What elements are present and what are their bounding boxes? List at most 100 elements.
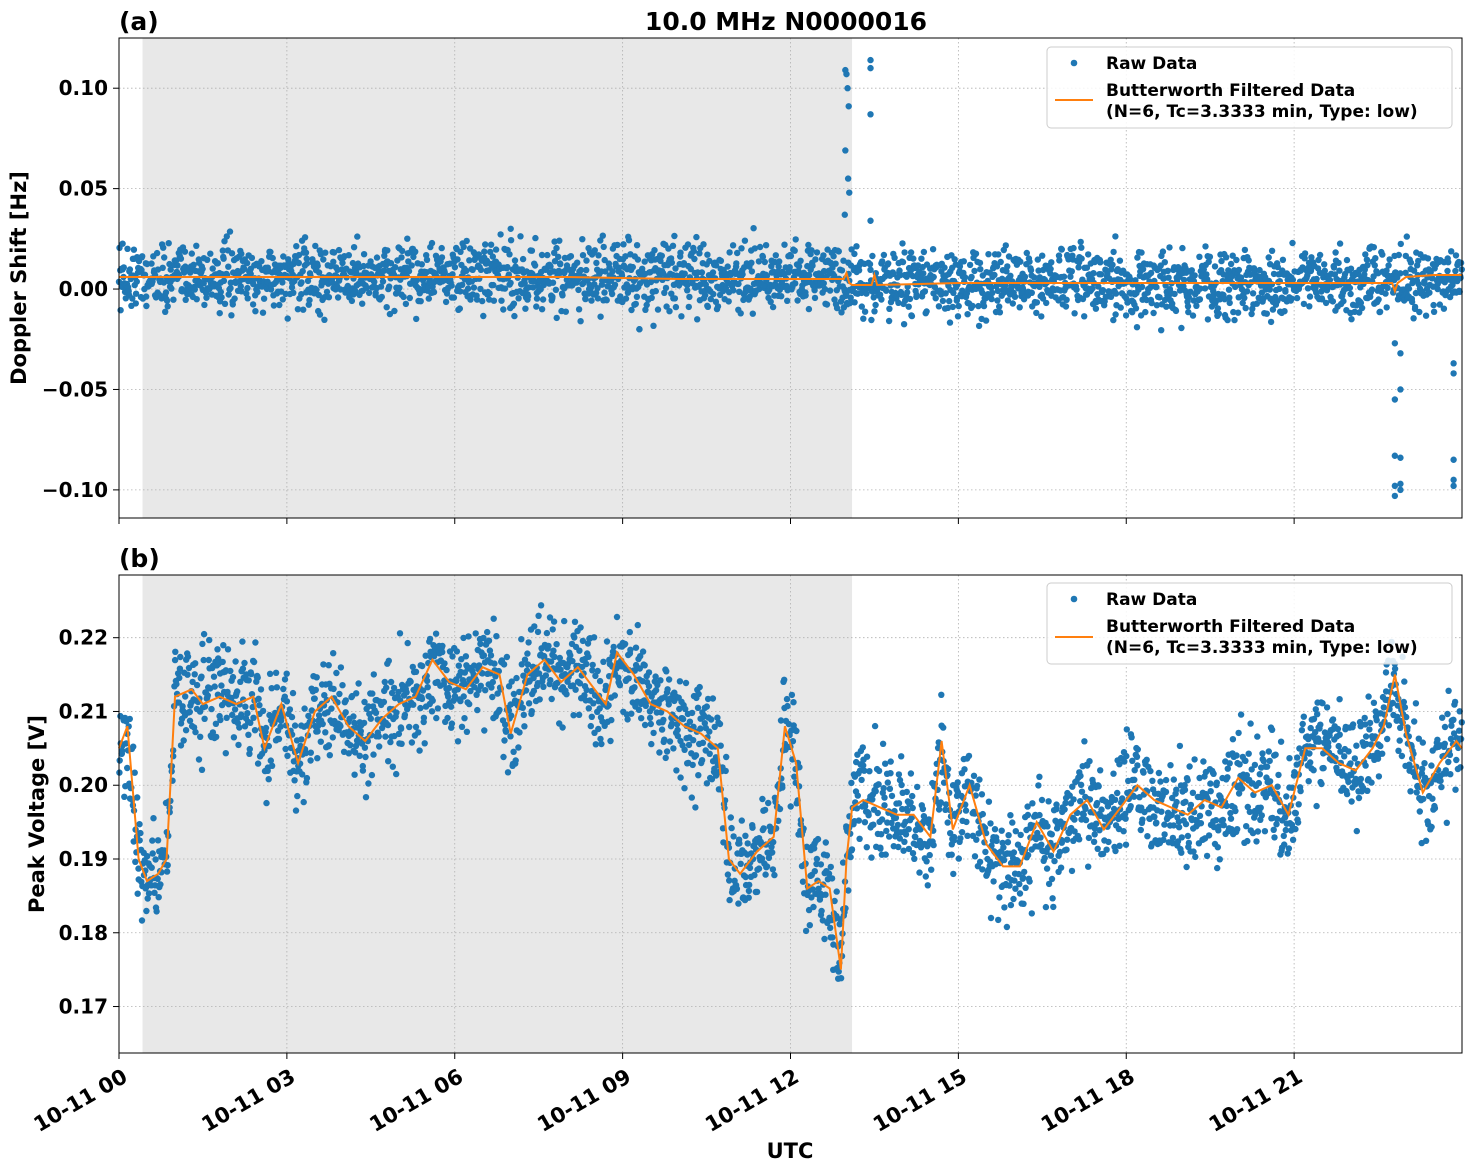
- panel-a-raw-point: [181, 248, 189, 255]
- panel-b-raw-point: [393, 709, 400, 716]
- panel-b-raw-point: [1288, 821, 1296, 828]
- panel-a-raw-point: [562, 308, 569, 315]
- panel-a-raw-point: [1434, 280, 1442, 288]
- panel-b-raw-point: [1048, 831, 1056, 838]
- panel-a-raw-point: [532, 234, 539, 242]
- panel-b-raw-point: [1173, 798, 1180, 806]
- panel-b-raw-point: [214, 646, 221, 653]
- panel-b-raw-point: [596, 705, 603, 712]
- panel-b-raw-point: [1169, 834, 1177, 842]
- panel-a-raw-point: [809, 262, 816, 269]
- panel-b-raw-point: [901, 838, 908, 845]
- panel-a-raw-point: [1110, 248, 1117, 256]
- panel-a-raw-point: [428, 239, 436, 247]
- panel-b-raw-point: [787, 803, 794, 810]
- panel-b-raw-point: [1160, 836, 1167, 844]
- panel-a-raw-point: [891, 254, 898, 261]
- panel-b-raw-point: [288, 713, 296, 721]
- panel-b-raw-point: [663, 748, 671, 755]
- panel-b-raw-point: [789, 738, 797, 745]
- panel-b-raw-point: [239, 665, 247, 672]
- panel-b-raw-point: [895, 800, 903, 807]
- panel-a-raw-point: [885, 260, 892, 267]
- panel-a-raw-point: [995, 251, 1002, 258]
- panel-a-outlier-point-27: [507, 225, 514, 232]
- panel-a-raw-point: [479, 297, 486, 305]
- panel-a-raw-point: [687, 265, 694, 273]
- panel-b-raw-point: [485, 637, 493, 644]
- panel-a-raw-point: [457, 248, 464, 255]
- panel-a-raw-point: [577, 318, 584, 325]
- panel-b-raw-point: [1085, 834, 1093, 842]
- panel-a-raw-point: [163, 297, 171, 304]
- panel-b-raw-point: [877, 845, 884, 852]
- panel-a-raw-point: [1340, 297, 1347, 305]
- panel-b-raw-point: [1158, 808, 1165, 815]
- panel-b-raw-point: [1248, 766, 1255, 773]
- panel-b-raw-point: [973, 836, 980, 843]
- panel-b-raw-point: [763, 863, 771, 870]
- panel-a-raw-point: [1288, 295, 1295, 302]
- panel-b-raw-point: [822, 891, 829, 898]
- panel-b-raw-point: [904, 807, 911, 815]
- panel-a-raw-point: [498, 297, 505, 304]
- panel-b-raw-point: [965, 752, 973, 760]
- panel-a-raw-point: [895, 299, 902, 306]
- panel-b-raw-point: [300, 798, 307, 806]
- panel-b-raw-point: [416, 747, 423, 754]
- panel-b-raw-point: [1037, 834, 1044, 841]
- panel-b-raw-point: [132, 858, 139, 865]
- panel-a-raw-point: [835, 248, 842, 255]
- panel-b-raw-point: [645, 689, 652, 696]
- panel-a-raw-point: [487, 248, 494, 256]
- panel-a-raw-point: [1097, 271, 1105, 278]
- panel-b-raw-point: [462, 653, 470, 660]
- panel-a-raw-point: [677, 249, 684, 256]
- panel-a-raw-point: [684, 282, 691, 289]
- panel-b-raw-point: [251, 727, 259, 734]
- panel-b-raw-point: [768, 843, 775, 851]
- panel-b-raw-point: [903, 788, 910, 796]
- panel-a-raw-point: [768, 263, 775, 270]
- panel-b-raw-point: [433, 714, 440, 722]
- panel-a-raw-point: [1142, 308, 1149, 316]
- panel-b-raw-point: [627, 646, 634, 653]
- panel-b-raw-point: [947, 830, 954, 837]
- panel-b-raw-point: [211, 683, 218, 690]
- panel-b-raw-point: [1234, 826, 1241, 833]
- panel-b-raw-point: [1272, 751, 1279, 758]
- panel-a-raw-point: [349, 259, 357, 267]
- panel-b-raw-point: [634, 621, 641, 629]
- panel-a-outlier-point-20: [1391, 492, 1399, 500]
- panel-b-raw-point: [406, 723, 413, 731]
- panel-b-raw-point: [385, 758, 392, 765]
- panel-b-raw-point: [646, 714, 654, 722]
- panel-a-raw-point: [132, 300, 139, 307]
- panel-a-raw-point: [964, 311, 971, 318]
- panel-b-raw-point: [996, 894, 1003, 901]
- panel-b-raw-point: [865, 812, 872, 819]
- panel-a-raw-point: [477, 266, 485, 273]
- panel-b-raw-point: [886, 833, 893, 840]
- panel-b-raw-point: [1232, 807, 1239, 815]
- panel-a-raw-point: [830, 253, 837, 260]
- panel-a-raw-point: [1005, 253, 1013, 260]
- panel-a-y-tick-label-1: −0.05: [42, 377, 108, 401]
- panel-b-raw-point: [1012, 885, 1019, 892]
- panel-b-raw-point: [246, 745, 253, 753]
- panel-a-raw-point: [1056, 257, 1063, 264]
- panel-a-raw-point: [174, 262, 181, 269]
- panel-b-raw-point: [982, 848, 989, 856]
- panel-a-legend-raw-marker: [1070, 59, 1078, 67]
- panel-b-raw-point: [1068, 867, 1076, 875]
- panel-a-outlier-point-3: [845, 103, 852, 110]
- panel-b-raw-point: [121, 793, 128, 800]
- panel-a-raw-point: [684, 287, 691, 294]
- panel-a-raw-point: [886, 305, 893, 312]
- panel-b-raw-point: [971, 853, 979, 860]
- panel-b-raw-point: [1063, 846, 1070, 853]
- panel-b-raw-point: [1137, 826, 1145, 834]
- panel-b-raw-point: [909, 804, 916, 812]
- panel-b-raw-point: [1254, 733, 1261, 740]
- panel-b-raw-point: [1285, 845, 1293, 852]
